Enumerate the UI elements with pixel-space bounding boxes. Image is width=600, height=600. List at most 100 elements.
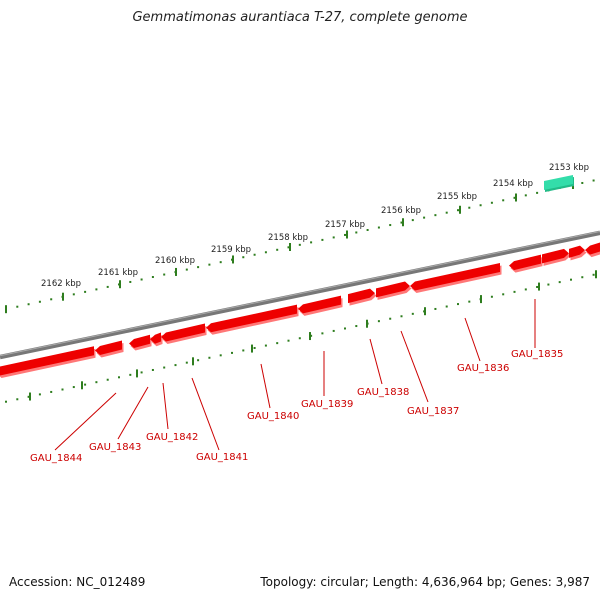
ruler-dot [581, 181, 584, 184]
ruler-dot [118, 376, 120, 379]
ruler-label: 2161 kbp [98, 268, 138, 278]
ruler-dot [185, 268, 188, 271]
ruler-dot [332, 236, 335, 239]
ruler-dot [389, 317, 392, 320]
gene-label-text: GAU_1842 [146, 432, 198, 443]
gene-label-text: GAU_1838 [357, 387, 409, 398]
gene-arrow [410, 263, 502, 293]
ruler-dot [558, 281, 561, 284]
ruler-dot [434, 307, 437, 310]
gene-arrow-body [509, 254, 541, 271]
ruler-label: 2159 kbp [211, 245, 251, 255]
accession-text: Accession: NC_012489 [9, 575, 146, 589]
gene-label-gau-1836: GAU_1836 [457, 317, 509, 374]
gene-label-gau-1844: GAU_1844 [30, 392, 117, 464]
ruler-dot [400, 315, 403, 318]
ruler-dot [400, 221, 403, 224]
gene-arrow [376, 281, 412, 300]
ruler-dot [490, 295, 493, 298]
ruler-dot [445, 211, 448, 214]
ruler-dot [151, 368, 154, 371]
ruler-dot [513, 196, 516, 199]
ruler-dot [524, 288, 527, 291]
ruler-dot [547, 283, 550, 286]
gene-arrow-body [542, 248, 569, 264]
ruler-label: 2153 kbp [549, 163, 589, 173]
ruler-dot [163, 273, 166, 276]
ruler-dot [423, 216, 426, 219]
ruler-dot [38, 300, 41, 303]
ruler-dot [355, 325, 358, 328]
ruler-dot [50, 298, 53, 301]
ruler-dot [84, 290, 87, 293]
gene-label-gau-1838: GAU_1838 [357, 338, 409, 398]
gene-leader-line [117, 386, 149, 440]
ruler-dot [140, 371, 143, 374]
ruler-dot [38, 393, 41, 396]
ruler-dot [72, 386, 75, 389]
highlight-gene [544, 175, 573, 190]
ruler-dot [208, 263, 211, 266]
ruler-dot [502, 199, 505, 202]
ruler-label: 2156 kbp [381, 206, 421, 216]
gene-label-text: GAU_1840 [247, 411, 299, 422]
ruler-dot [411, 312, 414, 315]
gene-leader-line [400, 330, 429, 403]
gene-arrow [206, 304, 299, 335]
ruler-dot [536, 191, 539, 194]
gene-label-text: GAU_1837 [407, 406, 459, 417]
ruler-dot [310, 334, 313, 337]
ruler-dot [581, 276, 584, 279]
ruler-dot [592, 179, 595, 182]
gene-arrow [542, 248, 571, 266]
ruler-dot [468, 300, 471, 303]
lower-ruler-track [5, 273, 595, 403]
ruler-dot [140, 278, 143, 281]
gene-label-gau-1835: GAU_1835 [511, 299, 563, 360]
ruler-dot [242, 349, 245, 352]
gene-arrow [298, 295, 343, 316]
gene-arrow [150, 332, 163, 347]
ruler-label: 2158 kbp [268, 233, 308, 243]
gene-label-text: GAU_1844 [30, 453, 82, 464]
ruler-dot [264, 251, 267, 254]
ruler-dot [276, 248, 279, 251]
ruler-dot [27, 395, 30, 398]
gene-label-gau-1840: GAU_1840 [247, 363, 299, 422]
ruler-label: 2160 kbp [155, 256, 195, 266]
gene-arrow-body [569, 245, 585, 258]
ruler-dot [242, 256, 245, 259]
ruler-dot [321, 332, 324, 335]
ruler-dot [411, 219, 414, 222]
ruler-dot [468, 206, 471, 209]
ruler-dot [197, 359, 200, 362]
gene-arrow [569, 245, 587, 261]
gene-arrows [0, 242, 600, 379]
ruler-dot [321, 238, 324, 241]
ruler-dot [219, 261, 222, 264]
ruler-dot [298, 243, 301, 246]
ruler-label: 2157 kbp [325, 220, 365, 230]
gene-arrow-body [348, 288, 375, 304]
gene-arrow [348, 288, 377, 306]
ruler-dot [231, 351, 233, 354]
gene-arrow-body [298, 295, 341, 314]
ruler-dot [253, 253, 256, 256]
ruler-dot [445, 305, 448, 308]
ruler-dot [16, 305, 19, 308]
ruler-dot [95, 288, 98, 291]
ruler-dot [457, 209, 459, 212]
gene-arrow [161, 323, 207, 344]
gene-label-text: GAU_1839 [301, 399, 353, 410]
ruler-dot [61, 388, 64, 391]
ruler-dot [366, 228, 369, 231]
map-title: Gemmatimonas aurantiaca T-27, complete g… [132, 10, 468, 25]
ruler-dot [536, 285, 539, 288]
ruler-dot [16, 398, 19, 401]
gene-arrow [509, 254, 543, 273]
ruler-dot [50, 390, 53, 393]
ruler-dot [185, 361, 188, 364]
ruler-dot [457, 303, 459, 306]
